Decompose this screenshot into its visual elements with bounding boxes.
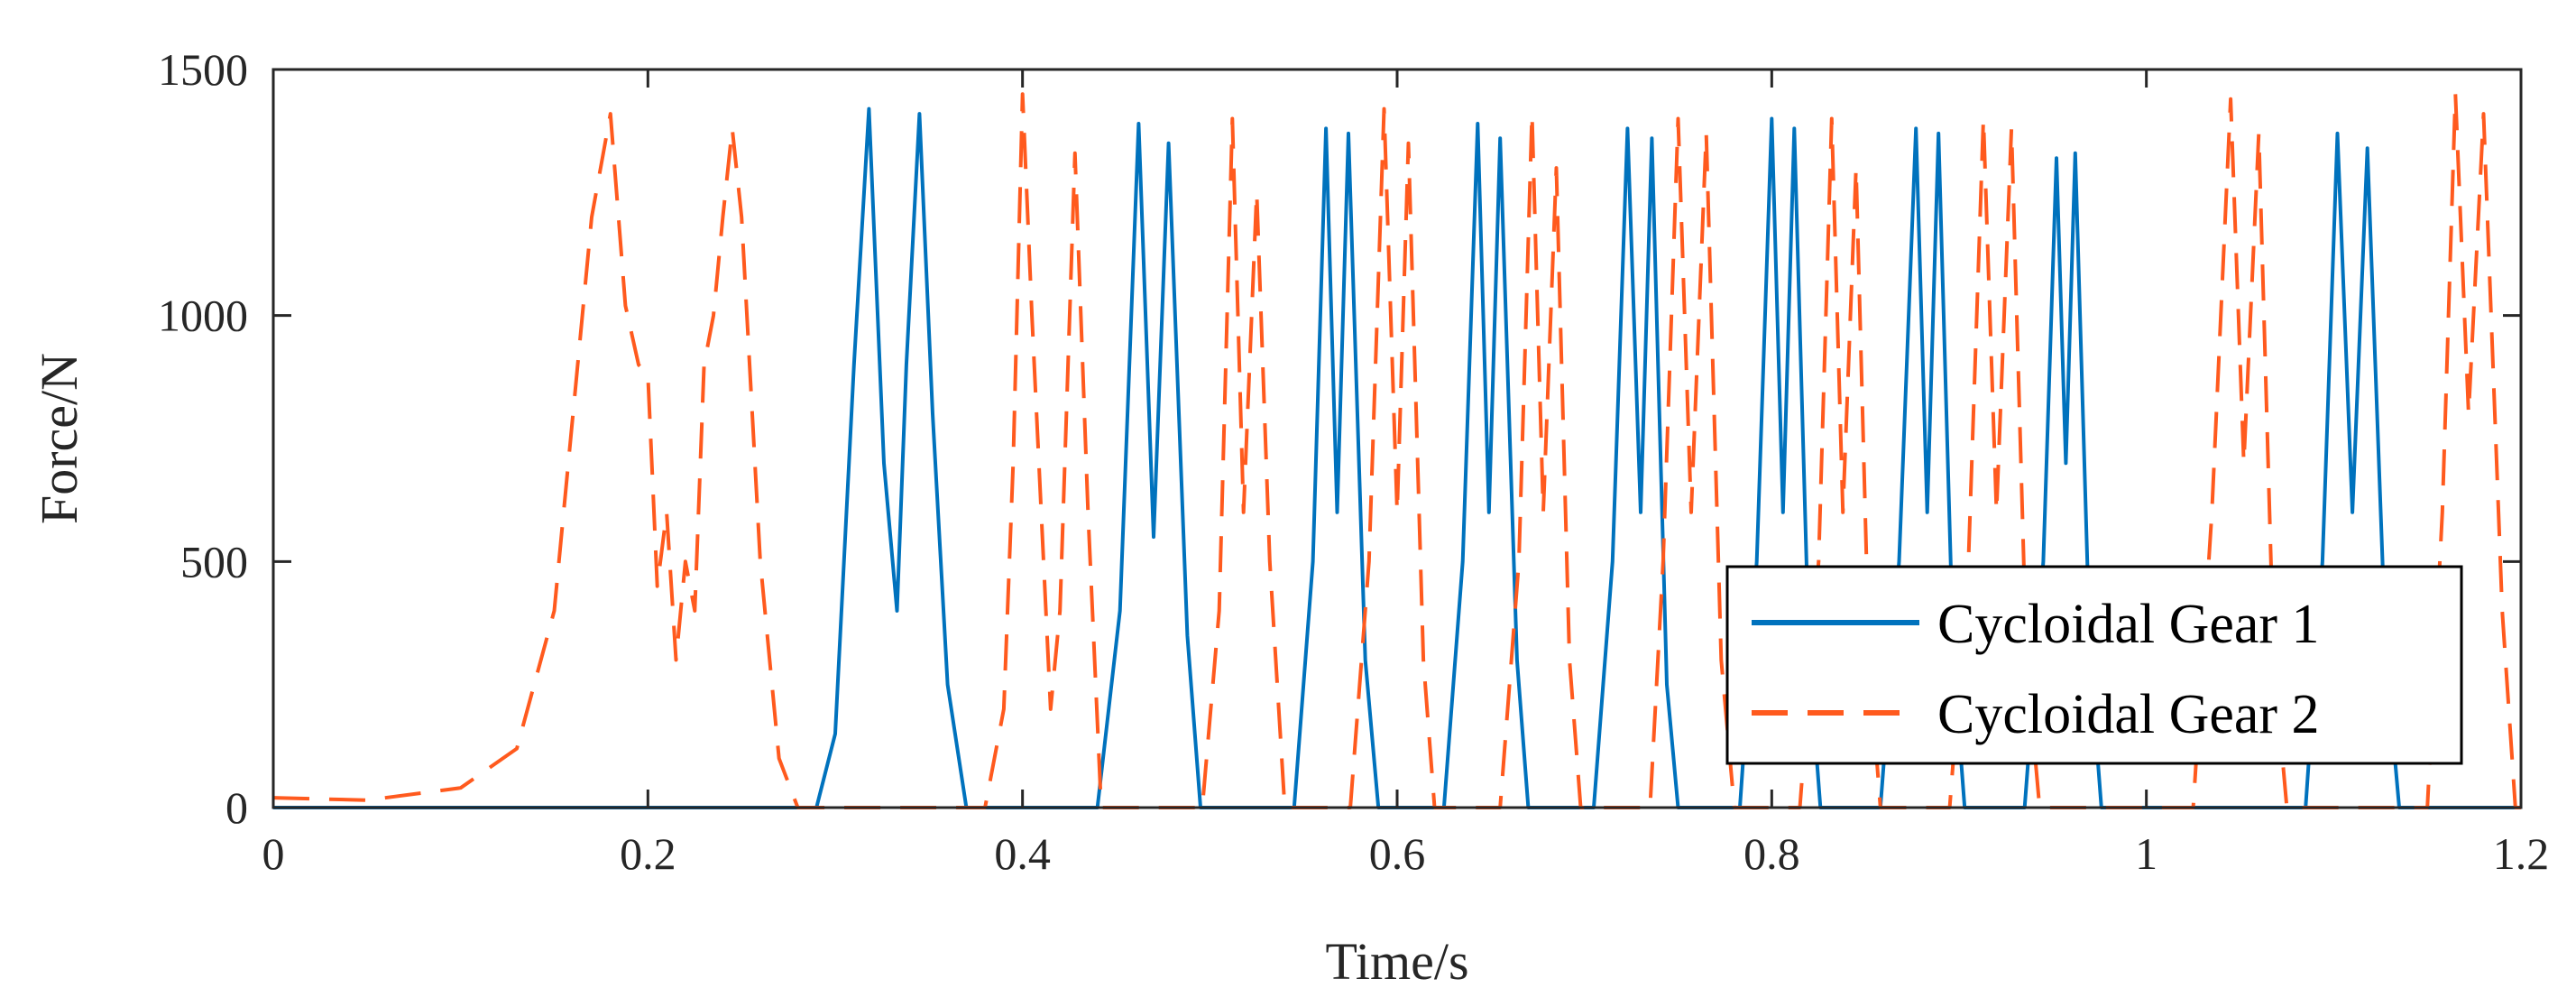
series-line-2 — [272, 92, 2521, 809]
x-tick-label: 1.2 — [2493, 828, 2550, 879]
x-axis-title: Time/s — [1325, 932, 1468, 991]
x-tick-label: 0.4 — [994, 828, 1051, 879]
legend: Cycloidal Gear 1 Cycloidal Gear 2 — [1725, 565, 2463, 765]
x-tick-label: 1 — [2135, 828, 2157, 879]
y-axis-title: Force/N — [30, 353, 88, 524]
ticks-layer: 0 0.2 0.4 0.6 0.8 1 1.2 0 500 1000 1500 — [158, 44, 2549, 879]
y-tick-label: 0 — [225, 782, 248, 833]
y-tick-label: 1500 — [158, 44, 248, 95]
legend-box — [1725, 565, 2463, 765]
x-tick-label: 0.8 — [1743, 828, 1800, 879]
legend-label-gear-1: Cycloidal Gear 1 — [1937, 594, 2320, 655]
x-tick-label: 0.6 — [1369, 828, 1426, 879]
y-tick-label: 1000 — [158, 291, 248, 341]
y-tick-label: 500 — [180, 536, 248, 587]
x-tick-label: 0.2 — [620, 828, 676, 879]
x-tick-label: 0 — [262, 828, 285, 879]
legend-label-gear-2: Cycloidal Gear 2 — [1937, 684, 2320, 745]
